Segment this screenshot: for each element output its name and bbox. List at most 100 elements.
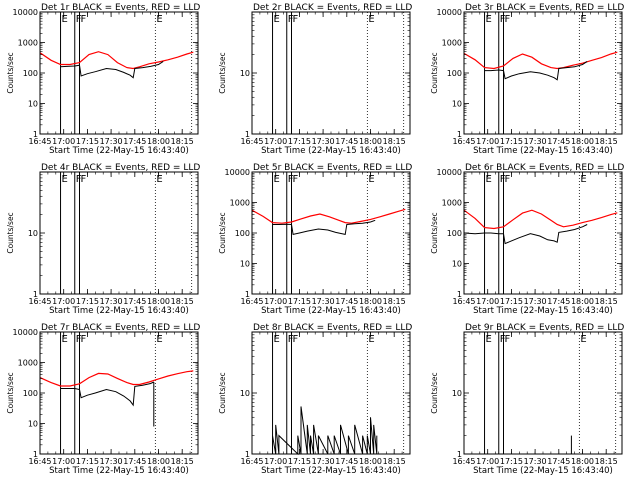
marker-label: E	[156, 14, 162, 25]
x-tick-label: 17:15	[76, 137, 99, 146]
panel-title: Det 2r BLACK = Events, RED = LLD	[253, 3, 412, 13]
x-tick-label: 18:00	[147, 457, 170, 466]
y-tick-label: 100	[23, 389, 38, 398]
y-tick-label: 10	[452, 100, 462, 109]
lld-series-line	[251, 208, 406, 224]
x-tick-label: 16:45	[240, 457, 263, 466]
y-tick-label: 100	[235, 229, 250, 238]
x-tick-label: 16:45	[452, 297, 475, 306]
y-tick-label: 1	[245, 130, 250, 139]
x-tick-label: 17:00	[264, 297, 287, 306]
x-tick-label: 17:15	[500, 137, 523, 146]
x-tick-label: 17:30	[524, 137, 547, 146]
plot-frame	[251, 171, 411, 295]
x-tick-label: 17:45	[335, 297, 358, 306]
x-tick-label: 17:45	[123, 137, 146, 146]
lld-series-line	[39, 370, 194, 387]
marker-label: E	[368, 334, 374, 345]
marker-label: F	[288, 174, 294, 185]
x-tick-label: 17:00	[476, 457, 499, 466]
x-tick-label: 17:30	[100, 137, 123, 146]
y-axis-label: Counts/sec	[6, 372, 15, 413]
y-axis-label: Counts/sec	[218, 372, 227, 413]
y-axis-label: Counts/sec	[218, 212, 227, 253]
x-tick-label: 18:15	[595, 457, 618, 466]
y-tick-label: 1	[33, 130, 38, 139]
panel-title: Det 4r BLACK = Events, RED = LLD	[41, 163, 200, 173]
x-tick-label: 18:15	[171, 297, 194, 306]
x-tick-label: 17:00	[476, 297, 499, 306]
y-tick-label: 10000	[437, 8, 462, 17]
x-tick-label: 16:45	[28, 457, 51, 466]
marker-label: E	[62, 14, 68, 25]
x-tick-label: 18:00	[571, 297, 594, 306]
plot-frame	[39, 171, 199, 295]
x-axis-label: Start Time (22-May-15 16:43:40)	[261, 146, 401, 156]
panel-title: Det 1r BLACK = Events, RED = LLD	[41, 3, 200, 13]
marker-label: F	[76, 14, 82, 25]
y-tick-label: 1	[33, 290, 38, 299]
marker-label: F	[505, 14, 511, 25]
y-tick-label: 1000	[18, 359, 38, 368]
marker-label: F	[500, 14, 506, 25]
y-tick-label: 10000	[13, 8, 38, 17]
events-series-line	[463, 224, 588, 245]
y-axis-label: Counts/sec	[430, 372, 439, 413]
x-tick-label: 18:15	[383, 297, 406, 306]
x-axis-label: Start Time (22-May-15 16:43:40)	[473, 146, 613, 156]
x-tick-label: 18:00	[359, 457, 382, 466]
x-tick-label: 17:30	[100, 297, 123, 306]
x-tick-label: 17:15	[500, 297, 523, 306]
x-tick-label: 17:45	[547, 297, 570, 306]
y-axis-label: Counts/sec	[6, 52, 15, 93]
x-tick-label: 17:30	[524, 297, 547, 306]
marker-label: F	[76, 174, 82, 185]
panel-title: Det 5r BLACK = Events, RED = LLD	[253, 163, 412, 173]
marker-label: E	[486, 174, 492, 185]
x-tick-label: 18:00	[147, 297, 170, 306]
panel-title: Det 3r BLACK = Events, RED = LLD	[465, 3, 624, 13]
y-tick-label: 100	[447, 229, 462, 238]
y-tick-label: 100	[23, 69, 38, 78]
marker-label: E	[486, 334, 492, 345]
x-tick-label: 18:00	[147, 137, 170, 146]
x-tick-label: 16:45	[452, 137, 475, 146]
marker-label: E	[486, 14, 492, 25]
marker-label: E	[156, 174, 162, 185]
marker-label: F	[500, 334, 506, 345]
x-tick-label: 17:45	[123, 457, 146, 466]
y-tick-label: 10	[240, 260, 250, 269]
y-tick-label: 10	[452, 260, 462, 269]
marker-label: F	[81, 174, 87, 185]
x-tick-label: 17:15	[76, 297, 99, 306]
marker-label: F	[81, 14, 87, 25]
marker-label: E	[274, 14, 280, 25]
y-tick-label: 10	[452, 389, 462, 398]
panel-title: Det 7r BLACK = Events, RED = LLD	[41, 323, 200, 333]
marker-label: E	[62, 334, 68, 345]
x-tick-label: 16:45	[240, 137, 263, 146]
x-tick-label: 18:00	[359, 137, 382, 146]
marker-label: E	[580, 14, 586, 25]
y-tick-label: 1000	[230, 199, 250, 208]
y-tick-label: 1	[457, 290, 462, 299]
x-tick-label: 17:15	[288, 457, 311, 466]
x-tick-label: 16:45	[28, 297, 51, 306]
x-tick-label: 16:45	[240, 297, 263, 306]
x-tick-label: 17:00	[52, 457, 75, 466]
x-axis-label: Start Time (22-May-15 16:43:40)	[49, 466, 189, 476]
marker-label: E	[580, 334, 586, 345]
y-tick-label: 10	[28, 229, 38, 238]
marker-label: F	[293, 334, 299, 345]
y-tick-label: 1	[457, 450, 462, 459]
x-tick-label: 18:00	[571, 137, 594, 146]
plot-frame	[463, 331, 623, 455]
